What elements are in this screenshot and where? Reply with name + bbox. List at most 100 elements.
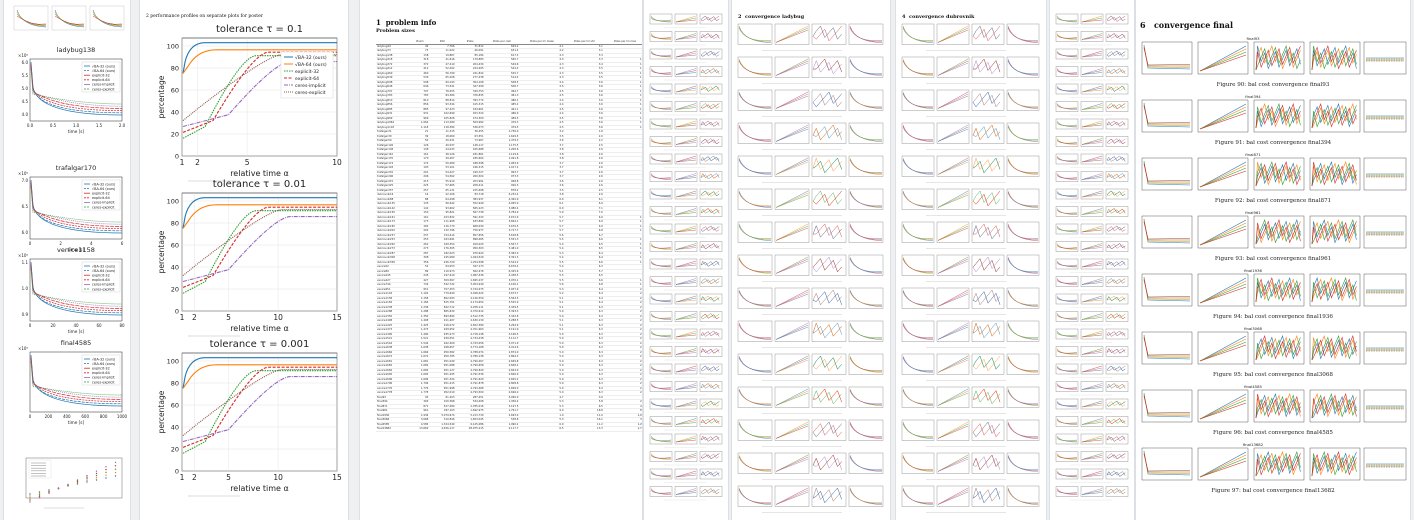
table-cell: 2.6 [564, 147, 604, 153]
table-cell: 3,191.9 [484, 327, 520, 333]
table-cell: ladybug460 [376, 71, 411, 76]
subplot-series [1199, 451, 1247, 478]
mini-plot-frame [1055, 311, 1079, 322]
mini-plot-series [937, 357, 969, 373]
mini-plot-series [1081, 317, 1103, 320]
table-cell: venice1490 [376, 332, 411, 337]
y-tick-label: 20 [171, 131, 179, 139]
mini-plot-series [675, 365, 697, 373]
table-cell: 5.7 [519, 224, 565, 229]
legend-label: explicit-64 [92, 78, 110, 82]
mini-plot-series [675, 385, 697, 390]
table-row: ladybug1118 1,118 118,384 536,073 479.5 4.5 3.… [376, 125, 642, 130]
table-cell: 856 [410, 102, 430, 108]
table-cell: 3,481.0 [484, 246, 520, 252]
x-tick-label: 5 [226, 313, 231, 322]
legend-label: ceres-explicit [92, 87, 115, 91]
mini-plot-series [972, 291, 1001, 305]
table-cell: 951,088 [429, 363, 456, 369]
mini-plot-series [1106, 51, 1126, 57]
thumbnail-series [16, 11, 47, 27]
x-tick-label: 2 [192, 473, 197, 482]
mini-plot-frame [1006, 122, 1040, 144]
y-tick-label: 1.0 [22, 286, 29, 291]
table-cell: 1,748 [603, 426, 642, 432]
table-cell: 3.6 [564, 107, 604, 112]
legend-box [81, 61, 121, 93]
table-cell: 46,091 [455, 48, 485, 54]
plot-title: final4585 [61, 339, 92, 347]
mini-plot-series [937, 392, 969, 406]
mini-plot-frame [737, 122, 773, 144]
convergence-curve [30, 354, 123, 407]
mini-plot-series [675, 103, 697, 110]
mini-plot-series [1056, 227, 1078, 231]
mini-plot-series [1081, 17, 1103, 23]
table-cell: 6,325.6 [484, 269, 520, 274]
mini-plot-series [650, 402, 672, 406]
mini-plot-frame [1006, 23, 1040, 45]
mini-plot-series [1081, 245, 1103, 250]
mini-plot-series [1081, 210, 1103, 215]
table-cell: 116,770 [429, 224, 456, 229]
mini-plot-series [1056, 332, 1078, 336]
subplot-series [1199, 402, 1247, 420]
table-cell: 479.3 [484, 120, 520, 126]
subplot-series [1255, 219, 1301, 245]
table-cell: venice1672 [376, 354, 411, 360]
subplot-series [1311, 46, 1357, 71]
table-cell: 2.5 [564, 188, 604, 193]
table-cell: 1,254,598 [455, 260, 485, 265]
table-cell: venice1521 [376, 336, 411, 342]
mini-plot-series [1081, 387, 1103, 390]
table-cell: 6.3 [564, 390, 604, 396]
mini-plot-series [1106, 453, 1126, 460]
mini-plot-frame [649, 398, 673, 410]
mini-plot-frame [1105, 416, 1129, 427]
table-cell: 1,324,549 [429, 422, 456, 427]
mini-plot-series [675, 208, 697, 215]
mini-plot-frame [699, 13, 723, 25]
table-cell: final871 [376, 404, 411, 409]
legend-label: ceres-implicit [92, 283, 115, 287]
subplot-series [1255, 45, 1301, 71]
table-cell: 2,693.0 [484, 413, 520, 418]
table-cell: ladybug856 [376, 102, 411, 108]
table-cell: venice1666 [376, 350, 411, 355]
table-cell: 4,048,424 [455, 291, 485, 297]
table-cell: venice52 [376, 264, 411, 270]
table-cell: 41,616 [429, 57, 456, 63]
table-cell: 3,551.3 [484, 237, 520, 243]
mini-plot-series [1106, 260, 1126, 267]
table-cell: 52 [410, 264, 430, 270]
mini-plot-series [738, 456, 772, 470]
profile-curve [182, 370, 337, 454]
subplot-series [1143, 221, 1191, 240]
section-title: problem info [385, 18, 437, 27]
table-cell: 69,193 [429, 80, 456, 85]
mini-plot-series [675, 225, 697, 233]
mini-plot-series [775, 458, 809, 472]
scatter-point [38, 496, 41, 499]
table-cell: 950,785 [429, 354, 456, 360]
table-cell: 222 [603, 291, 642, 297]
mini-plot-series [902, 423, 934, 437]
table-cell: 102 [603, 215, 642, 220]
exponent-label: ×10⁶ [18, 346, 28, 351]
mini-plot-series [937, 194, 969, 208]
table-cell: 1.6 [564, 129, 604, 135]
column-header: #obs per lm max [603, 40, 642, 45]
table-cell: 508.5 [484, 80, 520, 85]
table-cell: 6.6 [564, 278, 604, 283]
mini-plot-series [1106, 208, 1126, 214]
mini-plot-series [650, 245, 672, 249]
mini-plot-series [675, 260, 697, 268]
subplot-series [1143, 279, 1191, 298]
mini-plot-series [937, 487, 969, 505]
table-cell: 226 [603, 390, 642, 396]
table-cell: 132 [603, 111, 642, 117]
scatter-point [95, 479, 98, 481]
mini-plot-frame [649, 468, 673, 480]
